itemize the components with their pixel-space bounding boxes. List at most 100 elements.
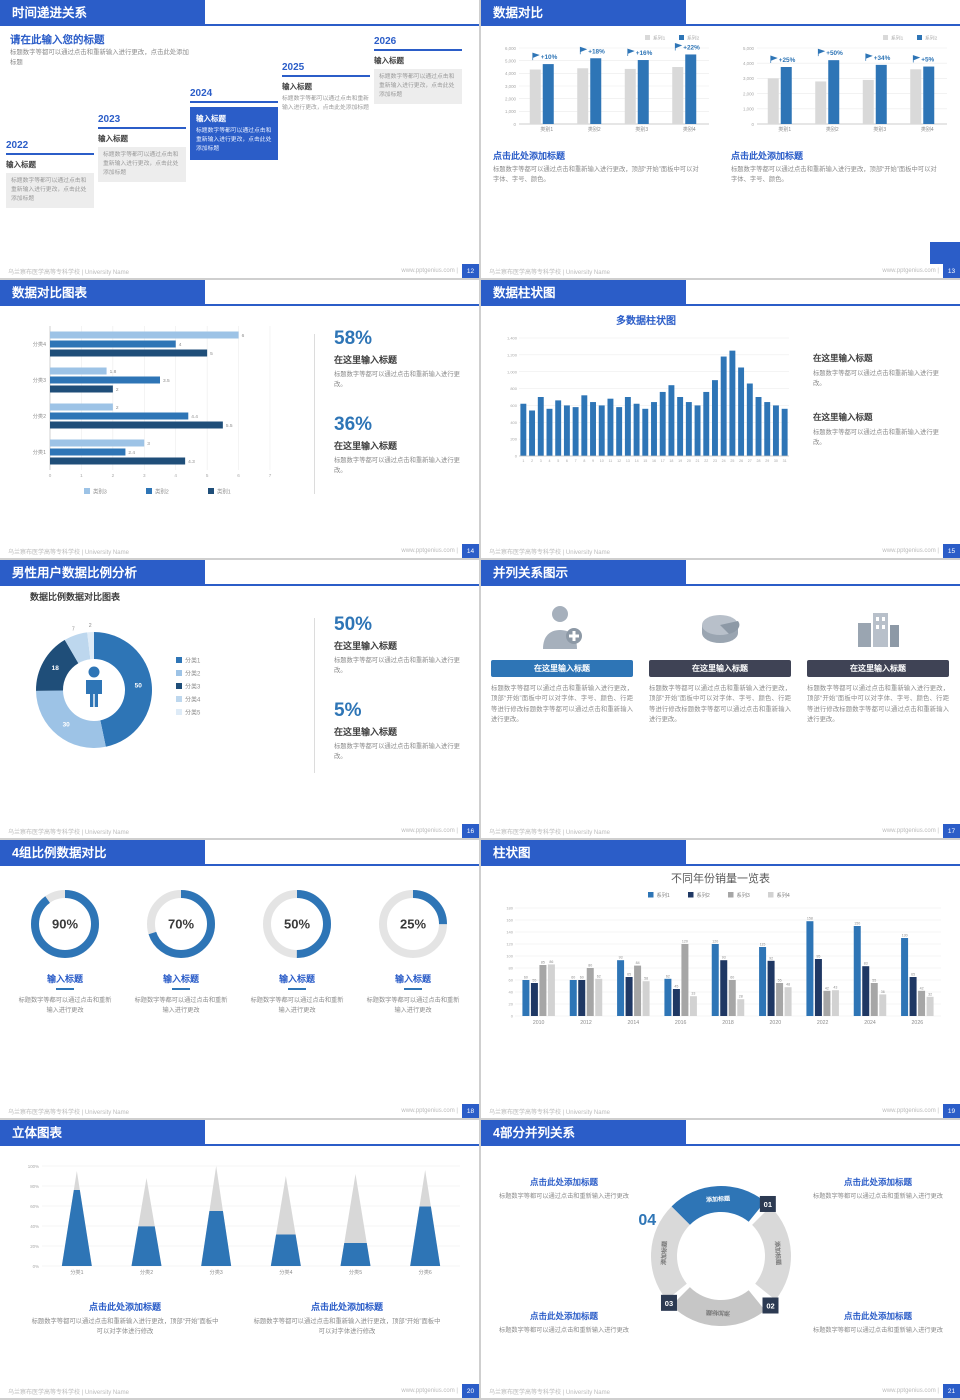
svg-text:4,000: 4,000: [743, 61, 755, 66]
svg-text:50: 50: [135, 682, 143, 689]
svg-text:7: 7: [269, 473, 272, 478]
svg-text:16: 16: [652, 459, 656, 463]
svg-text:7: 7: [575, 459, 577, 463]
svg-text:93: 93: [619, 956, 623, 960]
svg-text:5: 5: [557, 459, 559, 463]
slide-footer: 乌兰察布医学高等专科学校 | University Name www.pptge…: [481, 1104, 960, 1118]
svg-text:类别3: 类别3: [873, 126, 886, 133]
svg-text:40: 40: [509, 990, 514, 995]
svg-text:83: 83: [864, 962, 868, 966]
timeline-year: 2023: [98, 114, 121, 125]
chart-caption: 点击此处添加标题: [731, 151, 804, 161]
slide-13[interactable]: 数据对比 0 1,000 2,000 3,000 4,000 5,000 6,000 类别1 +…: [481, 0, 960, 278]
footer-school-name: 乌兰察布医学高等专科学校 | University Name: [489, 1389, 610, 1396]
svg-text:系列1: 系列1: [657, 891, 670, 899]
column-body: 标题数字等都可以通过点击和重新输入进行更改，顶部“开始”面板中可以对字体、字号、…: [807, 685, 949, 724]
svg-text:+22%: +22%: [683, 44, 700, 51]
slide-body: 添加标题 添加标题 添加标题 添加标题 01 02 03 04 点击此处添加标题 标题数字等都…: [481, 1148, 960, 1384]
slide-body: 在这里输入标题 标题数字等都可以通过点击和重新输入进行更改，顶部“开始”面板中可…: [481, 588, 960, 824]
svg-text:60: 60: [571, 976, 575, 980]
page-number: 16: [462, 824, 479, 838]
svg-text:03: 03: [665, 1299, 673, 1308]
svg-text:添加标题: 添加标题: [705, 1308, 730, 1317]
slide-21[interactable]: 4部分并列关系 添加标题 添加标题 添加标题 添加标题 01 02 03 04 点击此处添加标…: [481, 1120, 960, 1398]
slide-title: 柱状图: [481, 840, 686, 866]
svg-text:2014: 2014: [628, 1020, 640, 1026]
slide-17[interactable]: 并列关系图示 在这里输入标题 标题数字等都可以通过点击和重新输入进行更改，顶部“…: [481, 560, 960, 838]
svg-text:5: 5: [206, 473, 209, 478]
ring-body: 标题数字等都可以通过点击和重新输入进行更改: [18, 997, 112, 1014]
svg-text:分类3: 分类3: [210, 1268, 223, 1276]
svg-text:200: 200: [510, 437, 517, 442]
slide-header: 4部分并列关系: [481, 1120, 960, 1146]
slide-title: 4组比例数据对比: [0, 840, 205, 866]
slide-14[interactable]: 数据对比图表 0 1 2 3 4 5 6 7 分类1 3 2.4 4.3 分类2 2 4.4 5.5 分类3 1.…: [0, 280, 479, 558]
svg-text:类别3: 类别3: [635, 126, 648, 133]
svg-text:90%: 90%: [52, 917, 78, 932]
svg-text:14: 14: [635, 459, 639, 463]
slide-15[interactable]: 数据柱状图 多数据柱状图 0 200 400 600 800 1,000 1,200 1,40…: [481, 280, 960, 558]
column-body: 标题数字等都可以通过点击和重新输入进行更改，顶部“开始”面板中可以对字体、字号、…: [491, 685, 633, 724]
slide-body: 请在此输入您的标题 标题数字等都可以通过点击和重新输入进行更改，点击此处添加标题…: [0, 28, 479, 264]
stat-percent: 5%: [334, 700, 362, 722]
svg-text:4: 4: [179, 342, 182, 348]
ring-block: 70% 输入标题 标题数字等都可以通过点击和重新输入进行更改: [126, 886, 236, 1016]
footer-site-url: www.pptgenius.com: [882, 828, 939, 834]
ring-underline: [56, 988, 74, 990]
slide-20[interactable]: 立体图表 100% 80% 60% 40% 20% 0% 分类1 分类2 分类3 分类4 分类5 分类…: [0, 1120, 479, 1398]
caption-head: 点击此处添加标题: [88, 1302, 161, 1312]
svg-text:5,000: 5,000: [743, 46, 755, 51]
svg-text:50%: 50%: [284, 917, 310, 932]
svg-text:21: 21: [696, 459, 700, 463]
timeline-body: 标题数字等都可以通过点击和重新输入进行更改，点击此处添加标题: [98, 147, 186, 182]
timeline-body: 标题数字等都可以通过点击和重新输入进行更改，点击此处添加标题: [374, 69, 462, 104]
footer-site-url: www.pptgenius.com: [882, 268, 939, 274]
svg-text:92: 92: [769, 956, 773, 960]
svg-text:0: 0: [514, 122, 517, 127]
chart-title: 不同年份销量一览表: [671, 873, 770, 885]
svg-text:分类4: 分类4: [185, 696, 201, 704]
progress-ring-chart: 25%: [379, 890, 447, 958]
ring-body: 标题数字等都可以通过点击和重新输入进行更改: [134, 997, 228, 1014]
section-heading: 请在此输入您的标题: [10, 34, 105, 46]
svg-text:系列1: 系列1: [653, 35, 666, 42]
svg-text:2: 2: [531, 459, 533, 463]
page-number: 17: [943, 824, 960, 838]
stat-label: 在这里输入标题: [334, 441, 398, 452]
svg-text:100%: 100%: [28, 1164, 39, 1169]
slide-19[interactable]: 柱状图 不同年份销量一览表 0 20 40 60 80 100 120 140 160 180 60…: [481, 840, 960, 1118]
svg-text:160: 160: [506, 918, 513, 923]
svg-text:分类1: 分类1: [70, 1268, 83, 1276]
svg-text:19: 19: [678, 459, 682, 463]
svg-text:25: 25: [730, 459, 734, 463]
page-number: 13: [943, 264, 960, 278]
slide-title: 时间递进关系: [0, 0, 205, 26]
slide-18[interactable]: 4组比例数据对比 90% 输入标题 标题数字等都可以通过点击和重新输入进行更改 …: [0, 840, 479, 1118]
slide-footer: 乌兰察布医学高等专科学校 | University Name www.pptge…: [0, 544, 479, 558]
svg-text:20%: 20%: [30, 1244, 39, 1249]
chart-title: 多数据柱状图: [616, 316, 676, 327]
slide-header: 数据对比: [481, 0, 960, 26]
svg-text:5,000: 5,000: [505, 58, 517, 63]
svg-text:类别3: 类别3: [93, 488, 107, 496]
stat-body: 标题数字等都可以通过点击和重新输入进行更改。: [334, 371, 460, 389]
progress-ring-chart: 90%: [31, 890, 99, 958]
chart-title: 数据比例数据对比图表: [30, 592, 121, 602]
svg-text:2010: 2010: [533, 1020, 545, 1026]
caption-body: 标题数字等都可以通过点击和重新输入进行更改，顶部“开始”面板中可以对字体进行修改: [31, 1318, 219, 1336]
svg-text:62: 62: [666, 974, 670, 978]
ring-underline: [404, 988, 422, 990]
svg-text:类别1: 类别1: [540, 126, 553, 133]
ring-label: 输入标题: [394, 974, 431, 984]
svg-text:2,000: 2,000: [505, 96, 517, 101]
timeline-line: [98, 127, 186, 129]
svg-text:95: 95: [816, 955, 820, 959]
svg-text:55: 55: [872, 979, 876, 983]
svg-text:130: 130: [902, 934, 908, 938]
slide-title: 数据柱状图: [481, 280, 686, 306]
comparison-block-left: 0 1,000 2,000 3,000 4,000 5,000 6,000 类别1 +10% 类别…: [489, 32, 715, 185]
slide-16[interactable]: 男性用户数据比例分析 数据比例数据对比图表 50 30 18 7 2 分类1 分类2 分类3 分…: [0, 560, 479, 838]
stat-percent: 50%: [334, 614, 373, 635]
parallel-column: 在这里输入标题 标题数字等都可以通过点击和重新输入进行更改，顶部“开始”面板中可…: [491, 600, 633, 726]
slide-12[interactable]: 时间递进关系 请在此输入您的标题 标题数字等都可以通过点击和重新输入进行更改，点…: [0, 0, 479, 278]
